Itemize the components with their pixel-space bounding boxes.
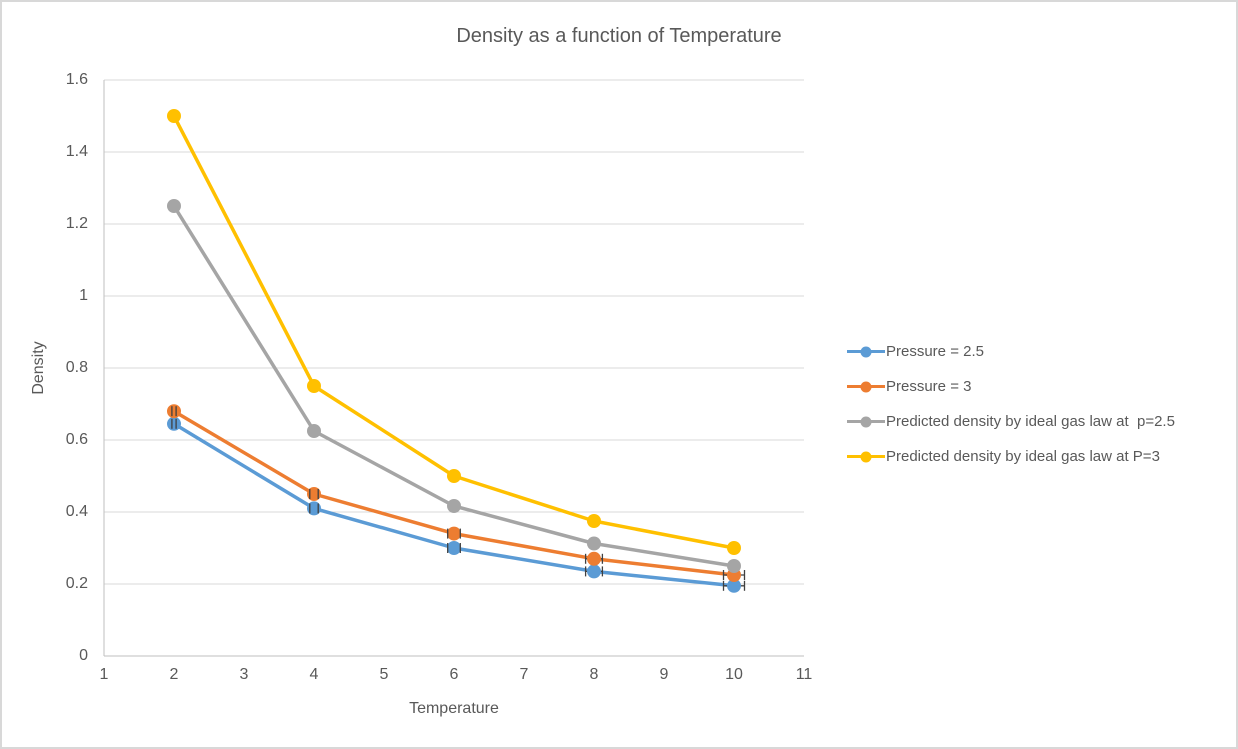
- legend-line-marker-icon: [847, 381, 885, 392]
- data-point-predicted-ideal-gas-p-3: [727, 541, 741, 555]
- legend-dot-icon: [860, 416, 872, 427]
- legend-label: Pressure = 2.5: [886, 343, 984, 360]
- data-point-predicted-ideal-gas-p-3: [447, 469, 461, 483]
- legend-line-marker-icon: [847, 416, 885, 427]
- legend-label: Predicted density by ideal gas law at P=…: [886, 448, 1160, 465]
- data-point-pressure-2-5: [307, 501, 321, 516]
- data-point-predicted-ideal-gas-p-2-5: [447, 498, 461, 513]
- data-point-pressure-3: [307, 487, 321, 501]
- legend-item-predicted-ideal-gas-p-2-5: Predicted density by ideal gas law at p=…: [847, 404, 1175, 439]
- data-point-predicted-ideal-gas-p-2-5: [307, 424, 321, 438]
- y-tick-label: 1.2: [65, 215, 88, 232]
- y-tick-label: 1.6: [65, 71, 88, 88]
- legend-dot-icon: [860, 451, 872, 462]
- legend-dot-icon: [860, 346, 872, 357]
- x-tick-label: 1: [99, 666, 109, 683]
- data-point-predicted-ideal-gas-p-3: [167, 109, 181, 123]
- y-tick-label: 0: [79, 647, 88, 664]
- legend-dot-icon: [860, 381, 872, 392]
- legend-line-marker-icon: [847, 451, 885, 462]
- series-line-predicted-ideal-gas-p-3: [172, 115, 735, 550]
- x-tick-label: 9: [659, 666, 669, 683]
- legend: Pressure = 2.5 Pressure = 3 Predicted dens…: [847, 334, 1175, 474]
- x-tick-label: 6: [449, 666, 459, 683]
- data-point-predicted-ideal-gas-p-2-5: [167, 199, 181, 213]
- legend-line-marker-icon: [847, 346, 885, 357]
- x-tick-label: 3: [239, 666, 249, 683]
- legend-label: Pressure = 3: [886, 378, 972, 395]
- x-axis-title: Temperature: [409, 700, 499, 717]
- data-point-predicted-ideal-gas-p-2-5: [587, 536, 601, 551]
- y-tick-label: 1: [79, 287, 88, 304]
- data-point-pressure-2-5: [447, 541, 461, 555]
- data-point-predicted-ideal-gas-p-3: [307, 379, 321, 393]
- legend-item-pressure-2-5: Pressure = 2.5: [847, 334, 1175, 369]
- x-tick-label: 7: [519, 666, 529, 683]
- legend-label: Predicted density by ideal gas law at p=…: [886, 413, 1175, 430]
- y-tick-label: 0.2: [65, 575, 88, 592]
- y-tick-label: 0.4: [65, 503, 88, 520]
- y-tick-label: 1.4: [65, 143, 88, 160]
- data-point-pressure-2-5: [167, 416, 181, 431]
- data-point-pressure-2-5: [587, 564, 601, 579]
- data-point-pressure-2-5: [727, 578, 741, 593]
- data-point-pressure-3: [447, 526, 461, 541]
- data-point-predicted-ideal-gas-p-3: [587, 514, 601, 528]
- x-tick-label: 4: [309, 666, 319, 683]
- legend-item-pressure-3: Pressure = 3: [847, 369, 1175, 404]
- data-point-pressure-3: [587, 551, 601, 566]
- x-tick-label: 10: [725, 666, 743, 683]
- y-tick-label: 0.6: [65, 431, 88, 448]
- x-tick-label: 11: [795, 666, 813, 683]
- legend-item-predicted-ideal-gas-p-3: Predicted density by ideal gas law at P=…: [847, 439, 1175, 474]
- y-tick-label: 0.8: [65, 359, 88, 376]
- data-point-pressure-3: [167, 404, 181, 419]
- x-tick-label: 2: [169, 666, 179, 683]
- x-tick-label: 8: [589, 666, 599, 683]
- data-point-predicted-ideal-gas-p-2-5: [727, 559, 741, 573]
- chart-title: Density as a function of Temperature: [456, 25, 782, 47]
- x-tick-label: 5: [379, 666, 389, 683]
